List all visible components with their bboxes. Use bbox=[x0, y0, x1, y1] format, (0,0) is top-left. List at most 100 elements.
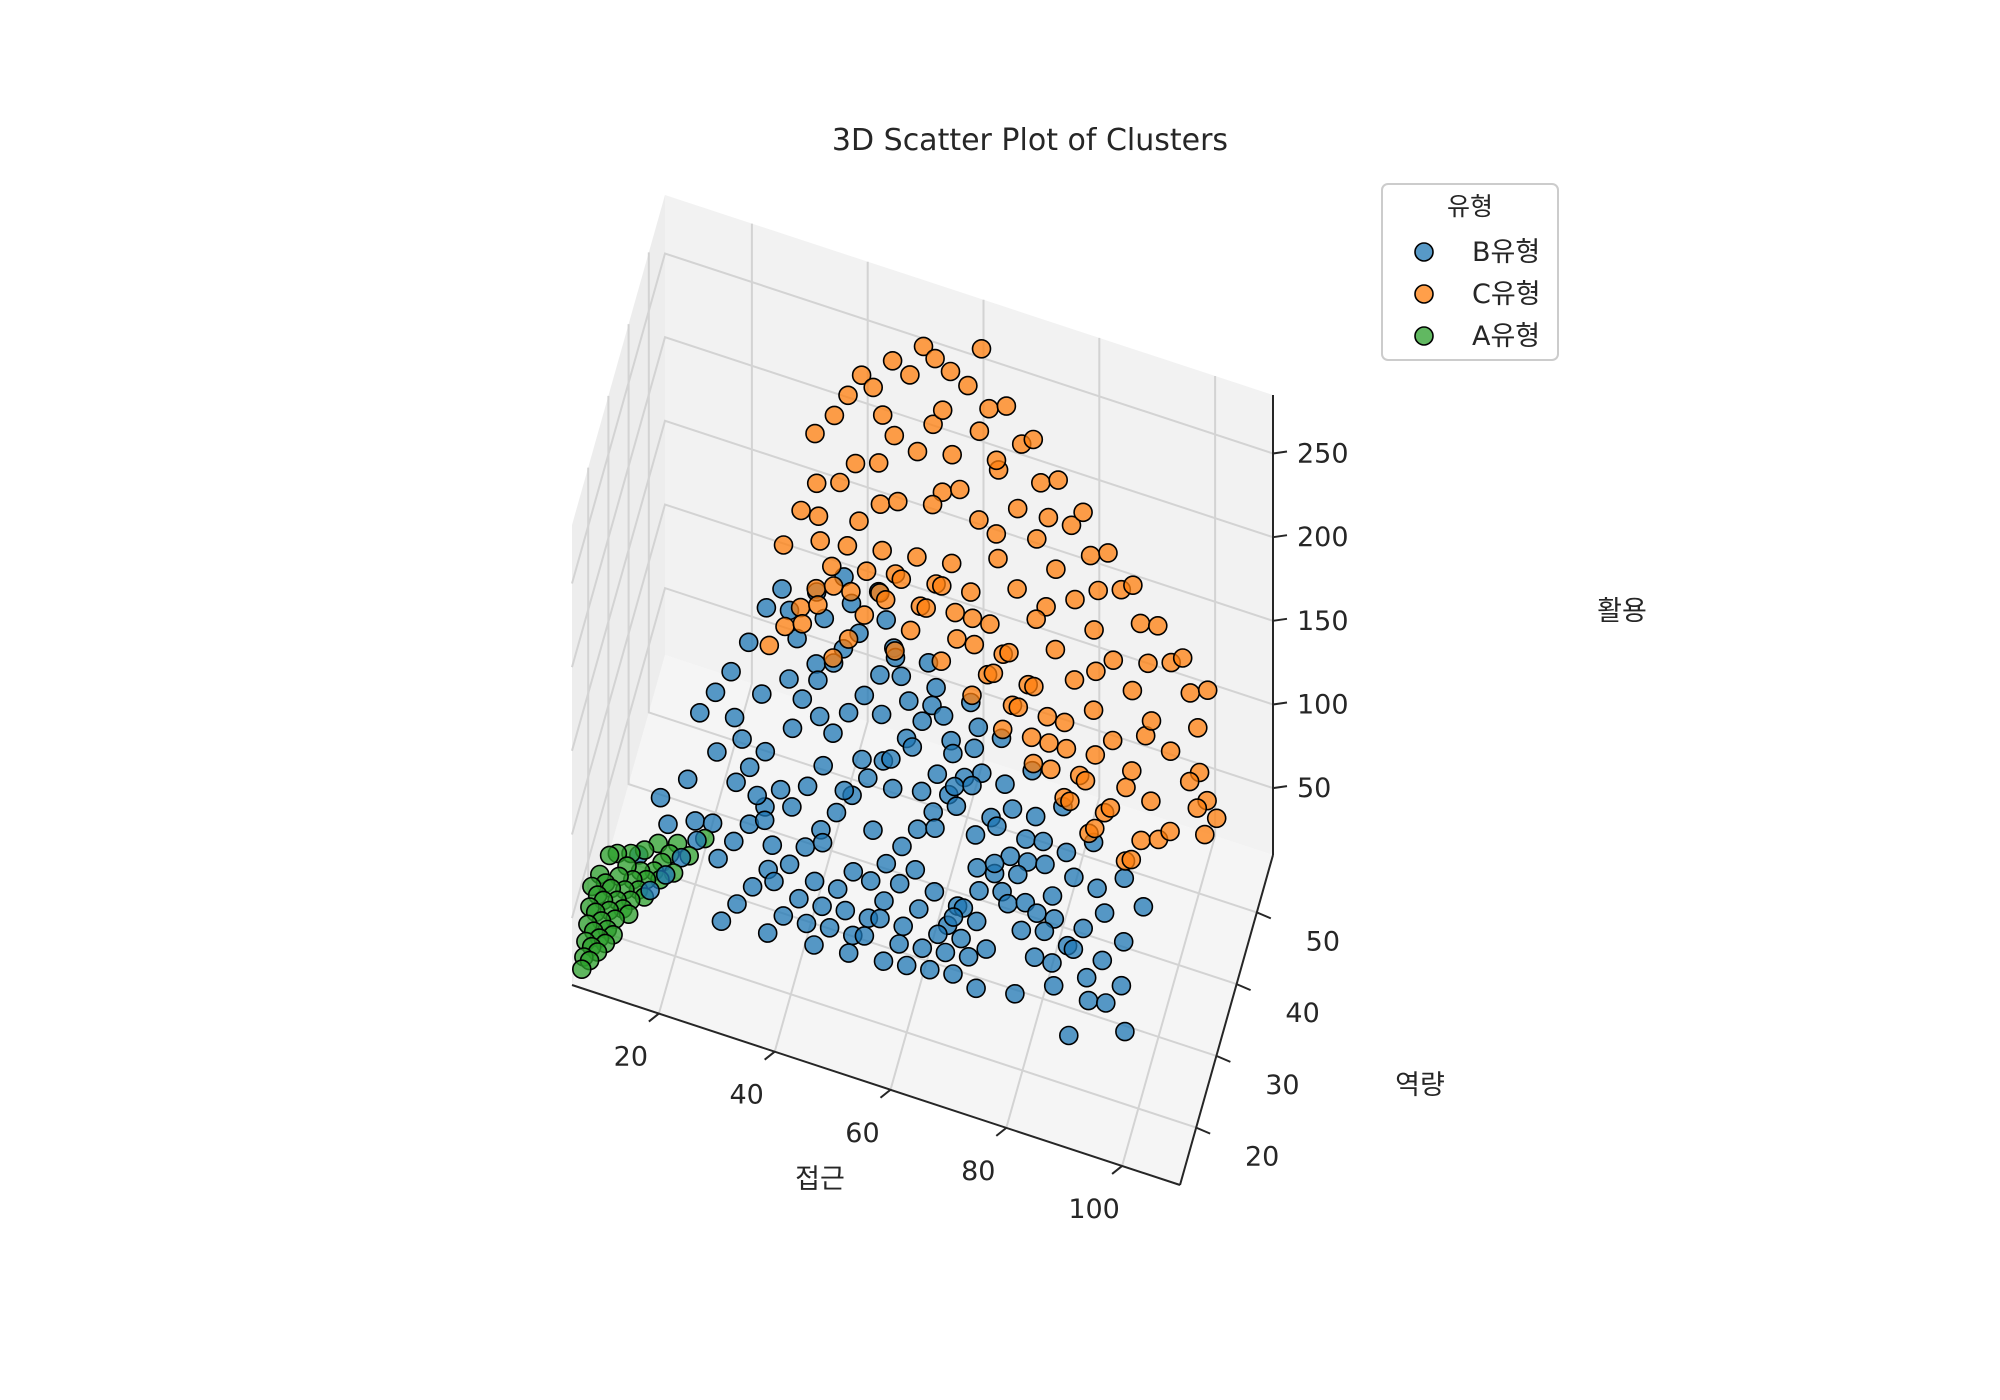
data-point bbox=[1160, 741, 1181, 762]
data-point bbox=[960, 582, 981, 602]
legend-entry-label: B유형 bbox=[1472, 237, 1540, 268]
data-point bbox=[849, 511, 869, 532]
data-point bbox=[779, 854, 800, 875]
data-point bbox=[971, 338, 992, 359]
data-point bbox=[1133, 896, 1154, 917]
data-point bbox=[969, 510, 989, 530]
data-point bbox=[1056, 842, 1077, 863]
data-point bbox=[928, 924, 948, 945]
data-point bbox=[966, 911, 987, 932]
x-tick-label: 80 bbox=[961, 1156, 995, 1187]
data-point bbox=[708, 848, 728, 869]
data-point bbox=[835, 900, 856, 921]
z-tick-label: 100 bbox=[1297, 689, 1349, 720]
data-point bbox=[933, 706, 954, 726]
data-point bbox=[808, 670, 828, 691]
data-point bbox=[1085, 745, 1106, 765]
data-point bbox=[962, 608, 983, 629]
data-point bbox=[1121, 849, 1142, 870]
data-point bbox=[1011, 920, 1032, 941]
data-point bbox=[1148, 615, 1168, 636]
data-point bbox=[1094, 903, 1115, 923]
data-point bbox=[851, 365, 872, 386]
data-point bbox=[964, 634, 985, 655]
data-point bbox=[1073, 502, 1093, 523]
data-point bbox=[870, 494, 891, 515]
data-point bbox=[754, 810, 775, 831]
data-point bbox=[1035, 854, 1055, 875]
data-point bbox=[931, 651, 952, 672]
data-point bbox=[889, 873, 910, 894]
data-point bbox=[958, 375, 978, 396]
data-point bbox=[951, 928, 971, 949]
data-point bbox=[764, 871, 784, 892]
data-point bbox=[996, 396, 1017, 416]
data-point bbox=[757, 923, 778, 943]
legend-entry-label: C유형 bbox=[1472, 279, 1541, 310]
data-point bbox=[907, 547, 927, 567]
back-wall-pane bbox=[665, 195, 1273, 855]
x-axis-label: 접근 bbox=[795, 1164, 845, 1195]
data-point bbox=[791, 500, 811, 521]
data-point bbox=[1113, 931, 1134, 952]
data-point bbox=[1027, 903, 1047, 924]
data-point bbox=[944, 776, 965, 797]
data-point bbox=[819, 917, 840, 938]
axis-lines bbox=[571, 395, 1274, 1186]
data-point bbox=[599, 845, 620, 866]
data-point bbox=[738, 632, 759, 653]
data-point bbox=[992, 719, 1013, 740]
data-point bbox=[976, 939, 997, 959]
data-point bbox=[988, 548, 1008, 569]
data-point bbox=[723, 831, 744, 852]
data-point bbox=[823, 576, 844, 596]
data-point bbox=[726, 772, 746, 793]
data-point bbox=[687, 830, 707, 851]
data-point bbox=[925, 348, 945, 369]
data-point bbox=[1180, 683, 1201, 703]
data-point bbox=[913, 336, 934, 357]
data-point bbox=[931, 576, 952, 596]
data-point bbox=[900, 365, 920, 385]
data-point bbox=[860, 871, 881, 891]
data-point bbox=[823, 648, 843, 668]
data-point bbox=[1024, 676, 1044, 697]
data-point bbox=[795, 837, 816, 857]
grid-line-x bbox=[1121, 376, 1217, 1167]
data-point bbox=[1122, 761, 1142, 781]
data-point bbox=[1103, 650, 1124, 671]
data-point bbox=[872, 540, 893, 561]
data-point bbox=[1187, 798, 1208, 818]
data-point bbox=[782, 718, 803, 739]
data-point bbox=[1195, 824, 1215, 845]
data-point bbox=[854, 926, 875, 946]
data-point bbox=[571, 959, 592, 980]
data-point bbox=[870, 908, 890, 929]
left-wall-pane bbox=[572, 195, 665, 985]
data-point bbox=[751, 684, 772, 704]
data-point bbox=[1026, 609, 1046, 630]
data-point bbox=[881, 749, 901, 769]
data-point bbox=[1064, 670, 1085, 690]
data-point bbox=[896, 955, 917, 976]
data-point bbox=[1080, 545, 1101, 566]
data-point bbox=[843, 861, 864, 882]
data-point bbox=[808, 595, 828, 615]
data-point bbox=[1073, 918, 1093, 939]
data-point bbox=[1100, 798, 1121, 818]
x-tick-label: 20 bbox=[614, 1042, 648, 1073]
axis-panes bbox=[572, 195, 1273, 1185]
z-tick-mark bbox=[1272, 534, 1288, 539]
data-point bbox=[845, 453, 866, 474]
data-point bbox=[935, 942, 956, 963]
data-point bbox=[940, 361, 961, 382]
data-point bbox=[1078, 990, 1099, 1011]
data-point bbox=[885, 641, 905, 661]
data-point bbox=[824, 405, 845, 426]
data-point bbox=[908, 899, 929, 919]
grid-line-z bbox=[571, 252, 1274, 584]
data-point bbox=[658, 814, 678, 835]
data-point bbox=[1122, 680, 1143, 701]
data-point bbox=[779, 669, 799, 689]
